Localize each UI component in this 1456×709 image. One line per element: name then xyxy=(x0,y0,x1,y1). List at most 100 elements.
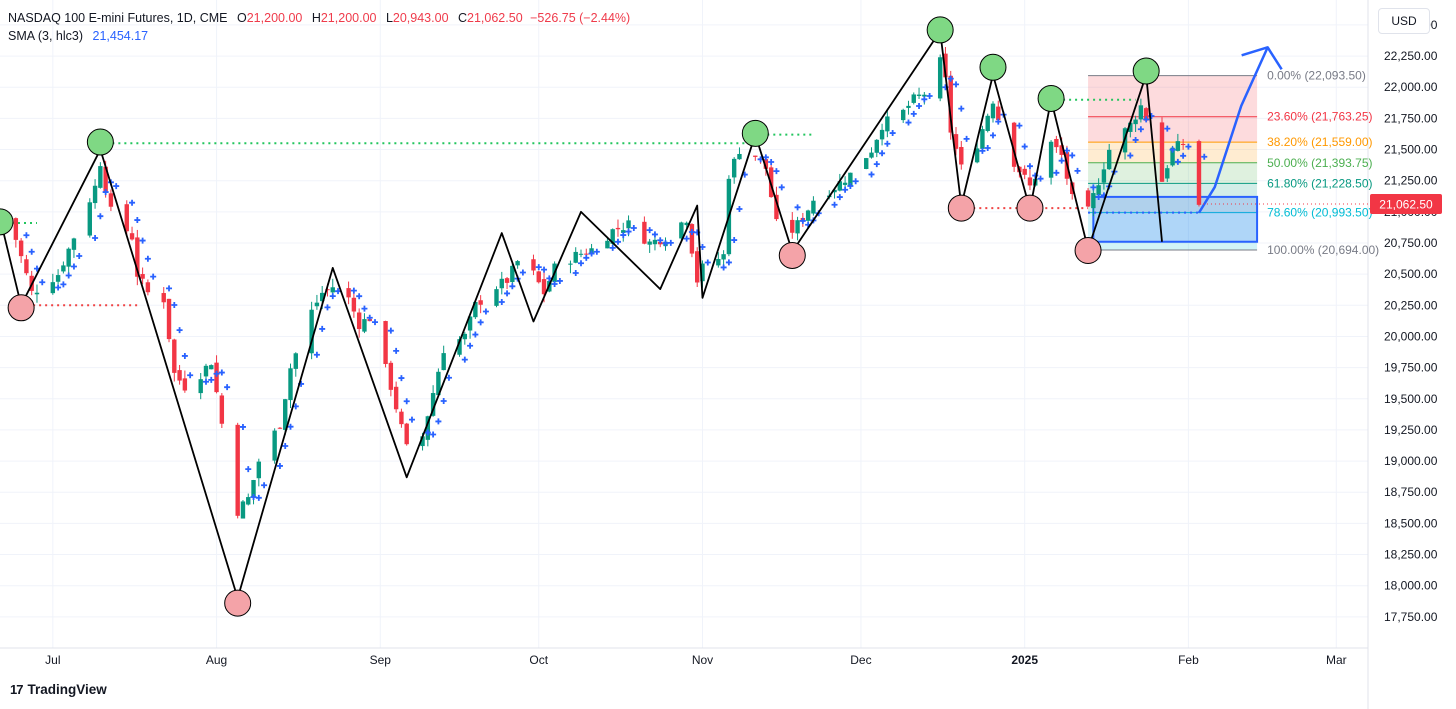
swing-high-marker xyxy=(926,16,954,44)
swing-high-marker xyxy=(741,119,769,147)
sma-label[interactable]: SMA (3, hlc3) xyxy=(8,29,84,43)
candle-body xyxy=(478,300,483,305)
sma-point xyxy=(393,347,400,354)
candle-body xyxy=(911,94,916,103)
symbol-title[interactable]: NASDAQ 100 E-mini Futures, 1D, CME xyxy=(8,11,228,25)
candle-body xyxy=(642,221,647,244)
candle-body xyxy=(906,105,911,108)
price-axis[interactable]: 17,750.00 18,000.00 18,250.00 18,500.00 18,7… xyxy=(1198,18,1442,624)
candle-body xyxy=(869,152,874,158)
sma-point xyxy=(202,378,209,385)
sma-point xyxy=(213,370,220,377)
fib-level-label: 78.60% (20,993.50) xyxy=(1267,206,1372,220)
tradingview-logo[interactable]: 17 TradingView xyxy=(10,682,107,697)
sma-point xyxy=(504,290,511,297)
candle-body xyxy=(916,94,922,96)
candle-body xyxy=(1165,168,1170,179)
time-tick-label: Dec xyxy=(850,653,871,667)
candle-body xyxy=(541,279,547,295)
sma-point xyxy=(467,342,474,349)
candle-body xyxy=(309,309,314,354)
candle-body xyxy=(753,155,758,157)
price-tick-label: 19,250.00 xyxy=(1384,423,1438,437)
sma-point xyxy=(1174,158,1181,165)
sma-point xyxy=(1143,116,1150,123)
candle-body xyxy=(1180,144,1186,146)
sma-point xyxy=(23,232,30,239)
candle-body xyxy=(240,501,246,519)
sma-point xyxy=(1169,146,1176,153)
price-tick-label: 21,750.00 xyxy=(1384,111,1438,125)
candle-body xyxy=(425,416,431,440)
candle-body xyxy=(1170,147,1175,166)
candle-body xyxy=(34,292,40,295)
sma-point xyxy=(799,217,806,224)
candle-body xyxy=(346,288,351,298)
time-tick-label: Mar xyxy=(1326,653,1347,667)
candle-body xyxy=(129,233,135,240)
candle-body xyxy=(467,316,473,331)
tradingview-wordmark: TradingView xyxy=(27,682,107,697)
candle-body xyxy=(805,210,811,221)
sma-point xyxy=(440,397,447,404)
sma-point xyxy=(831,201,838,208)
sma-point xyxy=(662,240,669,247)
sma-point xyxy=(482,308,489,315)
sma-point xyxy=(873,161,880,168)
sma-point xyxy=(984,144,991,151)
candle-body xyxy=(388,362,394,390)
candle-body xyxy=(626,220,631,229)
candle-body xyxy=(531,259,536,271)
sma-point xyxy=(778,184,785,191)
candle-body xyxy=(874,139,879,153)
tradingview-mark-icon: 17 xyxy=(10,682,24,697)
sma-point xyxy=(588,250,595,257)
candle-body xyxy=(499,278,504,289)
low-value: 20,943.00 xyxy=(392,11,449,25)
sma-point xyxy=(139,237,146,244)
forecast-arrow[interactable] xyxy=(1197,46,1283,214)
sma-point xyxy=(224,384,231,391)
sma-point xyxy=(519,269,526,276)
price-tick-label: 19,000.00 xyxy=(1384,454,1438,468)
candle-body xyxy=(647,241,652,245)
candle-body xyxy=(198,379,203,394)
candle-body xyxy=(885,116,890,132)
currency-button[interactable]: USD xyxy=(1378,8,1430,34)
time-axis[interactable]: Jul Aug Sep Oct Nov Dec 2025 Feb Mar xyxy=(45,653,1346,667)
swing-high-marker xyxy=(979,53,1007,81)
sma-point xyxy=(731,237,738,244)
candle-body xyxy=(399,411,404,425)
sma-point xyxy=(667,239,674,246)
candle-body xyxy=(1054,138,1059,148)
sma-point xyxy=(445,374,452,381)
candle-body xyxy=(837,181,843,191)
sma-point xyxy=(324,304,331,311)
sma-point xyxy=(583,254,590,261)
sma-point xyxy=(614,238,621,245)
wave-lines[interactable] xyxy=(0,30,1163,600)
candle-body xyxy=(288,368,293,401)
candle-body xyxy=(283,399,288,430)
fib-level-label: 38.20% (21,559.00) xyxy=(1267,135,1372,149)
sma-point xyxy=(646,227,653,234)
price-tick-label: 20,750.00 xyxy=(1384,236,1438,250)
target-zone[interactable] xyxy=(1092,195,1259,243)
candle-body xyxy=(61,265,66,272)
sma-point xyxy=(625,228,632,235)
candle-body xyxy=(182,378,188,391)
candle-body xyxy=(1085,190,1091,207)
swing-markers[interactable] xyxy=(0,16,1160,617)
sma-point xyxy=(276,462,283,469)
change-value: −526.75 (−2.44%) xyxy=(530,11,631,25)
candle-body xyxy=(774,194,779,220)
candle-body xyxy=(66,248,71,267)
price-tick-label: 20,250.00 xyxy=(1384,298,1438,312)
fib-band xyxy=(1088,212,1258,250)
candle-body xyxy=(103,166,108,192)
candle-body xyxy=(700,263,705,282)
sma-point xyxy=(1137,126,1144,133)
candle-body xyxy=(1091,193,1096,209)
candle-body xyxy=(1011,122,1017,167)
